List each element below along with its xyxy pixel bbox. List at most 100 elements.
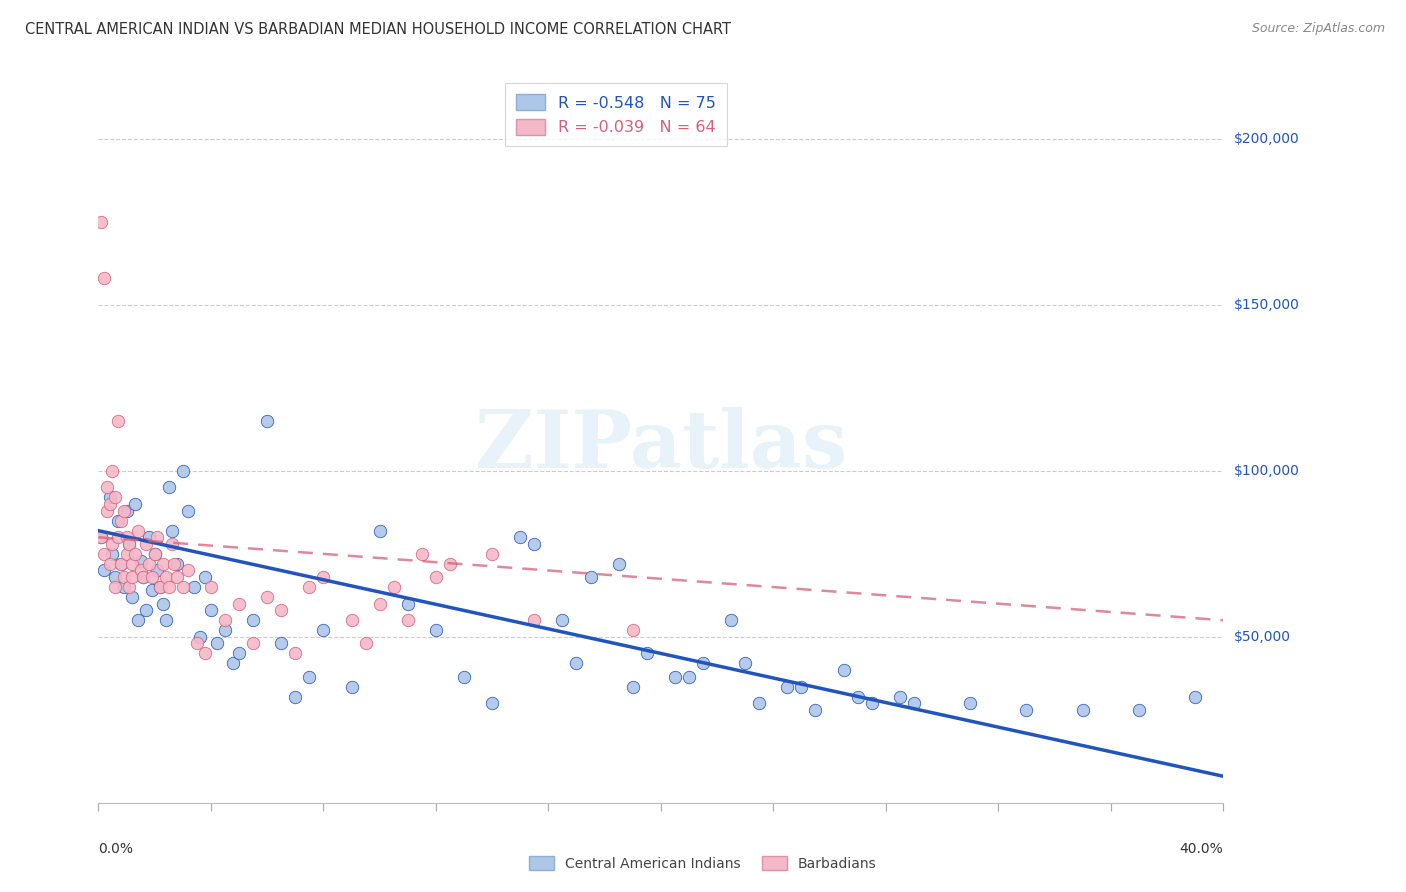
Point [214, 613, 236, 627]
Text: Source: ZipAtlas.com: Source: ZipAtlas.com [1251, 22, 1385, 36]
Point [101, 537, 124, 551]
Point [284, 647, 307, 661]
Point [678, 670, 700, 684]
Point [96, 481, 118, 495]
Point [127, 613, 149, 627]
Point [188, 630, 211, 644]
Point [141, 583, 163, 598]
Point [889, 690, 911, 704]
Point [368, 597, 391, 611]
Point [93, 547, 115, 561]
Point [340, 680, 363, 694]
Point [166, 557, 188, 571]
Point [340, 613, 363, 627]
Point [101, 464, 124, 478]
Point [143, 547, 166, 561]
Point [481, 696, 503, 710]
Point [104, 491, 127, 505]
Point [115, 504, 138, 518]
Point [112, 570, 135, 584]
Point [96, 504, 118, 518]
Point [93, 564, 115, 578]
Point [425, 624, 447, 638]
Point [107, 514, 129, 528]
Point [115, 547, 138, 561]
Point [129, 564, 152, 578]
Point [118, 537, 141, 551]
Point [607, 557, 630, 571]
Point [1128, 703, 1150, 717]
Point [748, 696, 770, 710]
Point [860, 696, 883, 710]
Point [1071, 703, 1094, 717]
Point [270, 603, 292, 617]
Point [368, 524, 391, 538]
Point [453, 670, 475, 684]
Point [214, 624, 236, 638]
Point [107, 414, 129, 428]
Point [284, 690, 307, 704]
Point [93, 271, 115, 285]
Point [959, 696, 981, 710]
Point [121, 590, 143, 604]
Text: $50,000: $50,000 [1234, 630, 1291, 644]
Point [101, 547, 124, 561]
Point [636, 647, 658, 661]
Point [846, 690, 869, 704]
Text: $150,000: $150,000 [1234, 298, 1301, 312]
Point [382, 580, 405, 594]
Point [425, 570, 447, 584]
Point [621, 680, 644, 694]
Point [104, 580, 127, 594]
Point [157, 580, 180, 594]
Point [903, 696, 925, 710]
Point [1015, 703, 1038, 717]
Point [121, 570, 143, 584]
Text: ZIPatlas: ZIPatlas [475, 407, 846, 485]
Point [205, 636, 228, 650]
Point [256, 590, 278, 604]
Point [222, 657, 245, 671]
Point [720, 613, 742, 627]
Point [200, 603, 222, 617]
Text: $200,000: $200,000 [1234, 132, 1301, 146]
Point [177, 564, 200, 578]
Point [112, 504, 135, 518]
Point [411, 547, 433, 561]
Legend: R = -0.548   N = 75, R = -0.039   N = 64: R = -0.548 N = 75, R = -0.039 N = 64 [505, 83, 727, 146]
Point [776, 680, 799, 694]
Point [481, 547, 503, 561]
Point [177, 504, 200, 518]
Point [160, 537, 183, 551]
Point [149, 580, 172, 594]
Point [90, 530, 112, 544]
Point [664, 670, 686, 684]
Point [183, 580, 205, 594]
Point [270, 636, 292, 650]
Point [160, 524, 183, 538]
Point [172, 464, 194, 478]
Point [256, 414, 278, 428]
Point [790, 680, 813, 694]
Point [90, 215, 112, 229]
Point [107, 530, 129, 544]
Text: 0.0%: 0.0% [98, 842, 134, 856]
Point [118, 537, 141, 551]
Point [138, 557, 160, 571]
Point [127, 524, 149, 538]
Point [155, 570, 177, 584]
Point [509, 530, 531, 544]
Point [439, 557, 461, 571]
Point [98, 491, 121, 505]
Point [354, 636, 377, 650]
Point [194, 647, 217, 661]
Point [579, 570, 602, 584]
Point [110, 557, 132, 571]
Point [242, 613, 264, 627]
Point [146, 530, 169, 544]
Point [146, 564, 169, 578]
Point [312, 624, 335, 638]
Point [110, 557, 132, 571]
Point [228, 597, 250, 611]
Point [129, 553, 152, 567]
